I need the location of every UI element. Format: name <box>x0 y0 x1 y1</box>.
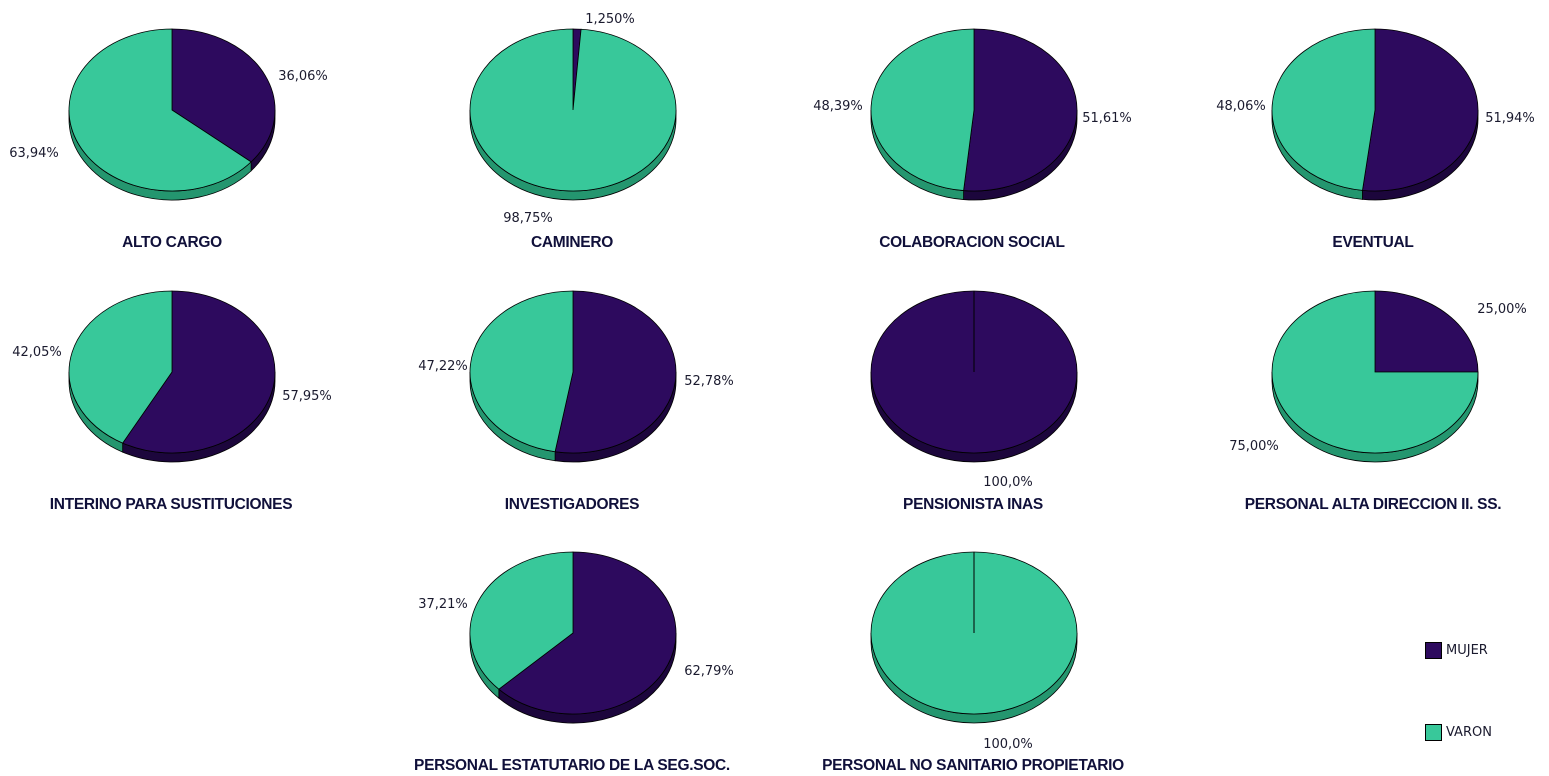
pie-1-slice-varon <box>68 28 252 192</box>
pie-5-label-varon: 42,05% <box>12 345 62 360</box>
pie-1-slice-mujer <box>171 28 276 163</box>
pie-9: 62,79% 37,21% PERSONAL ESTATUTARIO DE LA S… <box>414 551 734 774</box>
pie-2-label-mujer: 1,250% <box>585 12 635 27</box>
pie-3: 51,61% 48,39% COLABORACION SOCIAL <box>813 28 1132 251</box>
legend-item-mujer: MUJER <box>1425 642 1488 659</box>
pie-6-title: INVESTIGADORES <box>505 496 639 513</box>
pie-7-title: PENSIONISTA INAS <box>903 496 1043 513</box>
legend-label-varon: VARON <box>1446 725 1492 740</box>
pie-9-title: PERSONAL ESTATUTARIO DE LA SEG.SOC. <box>414 757 730 774</box>
pie-4: 51,94% 48,06% EVENTUAL <box>1216 28 1535 251</box>
pie-8-label-varon: 75,00% <box>1229 439 1279 454</box>
pie-2-label-varon: 98,75% <box>503 211 553 226</box>
pie-10: 100,0% PERSONAL NO SANITARIO PROPIETARIO <box>822 551 1124 774</box>
pie-8-slice-varon <box>1271 290 1479 454</box>
pie-4-slice-mujer <box>1362 28 1479 192</box>
legend: MUJER VARON <box>1425 642 1535 752</box>
pie-6-slice-mujer <box>554 290 677 454</box>
pie-5: 57,95% 42,05% INTERINO PARA SUSTITUCIONES <box>12 290 332 513</box>
pie-1-title: ALTO CARGO <box>122 234 222 251</box>
pie-4-title: EVENTUAL <box>1332 234 1413 251</box>
pie-10-title: PERSONAL NO SANITARIO PROPIETARIO <box>822 757 1124 774</box>
pie-5-label-mujer: 57,95% <box>282 389 332 404</box>
pie-6-slice-varon <box>469 290 574 453</box>
pie-9-label-varon: 37,21% <box>418 597 468 612</box>
pie-4-label-mujer: 51,94% <box>1485 111 1535 126</box>
pie-7-label-mujer: 100,0% <box>983 475 1033 490</box>
pie-7: 100,0% PENSIONISTA INAS <box>870 290 1078 513</box>
pie-3-slice-varon <box>870 28 975 192</box>
pie-8-slice-mujer <box>1374 290 1479 373</box>
pie-9-slice-mujer <box>498 551 677 715</box>
pie-3-label-varon: 48,39% <box>813 99 863 114</box>
legend-swatch-mujer <box>1425 642 1442 659</box>
pie-2-slice-varon <box>469 28 677 192</box>
pie-4-label-varon: 48,06% <box>1216 99 1266 114</box>
legend-label-mujer: MUJER <box>1446 643 1488 658</box>
legend-item-varon: VARON <box>1425 724 1492 741</box>
pie-10-label-varon: 100,0% <box>983 737 1033 752</box>
pie-9-label-mujer: 62,79% <box>684 664 734 679</box>
pie-8-label-mujer: 25,00% <box>1477 302 1527 317</box>
pie-5-slice-mujer <box>122 290 276 454</box>
pie-6-label-varon: 47,22% <box>418 359 468 374</box>
pie-1-label-varon: 63,94% <box>9 146 59 161</box>
pie-9-slice-varon <box>469 551 574 690</box>
pie-2: 1,250% 98,75% CAMINERO <box>469 12 677 251</box>
pie-5-slice-varon <box>68 290 173 444</box>
pie-2-title: CAMINERO <box>531 234 613 251</box>
pie-8: 25,00% 75,00% PERSONAL ALTA DIRECCION II. … <box>1229 290 1527 513</box>
pie-6: 52,78% 47,22% INVESTIGADORES <box>418 290 734 513</box>
pie-3-slice-mujer <box>963 28 1078 192</box>
pie-8-title: PERSONAL ALTA DIRECCION II. SS. <box>1245 496 1502 513</box>
pie-1-label-mujer: 36,06% <box>278 69 328 84</box>
pie-6-label-mujer: 52,78% <box>684 374 734 389</box>
pie-3-label-mujer: 51,61% <box>1082 111 1132 126</box>
pie-1: 36,06% 63,94% ALTO CARGO <box>9 28 328 251</box>
pie-3-title: COLABORACION SOCIAL <box>879 234 1064 251</box>
pie-4-slice-varon <box>1271 28 1376 191</box>
pie-5-title: INTERINO PARA SUSTITUCIONES <box>50 496 293 513</box>
legend-swatch-varon <box>1425 724 1442 741</box>
